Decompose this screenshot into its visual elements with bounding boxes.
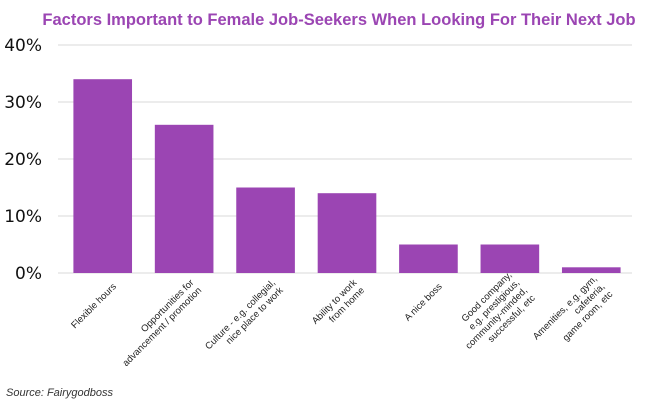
x-tick-label: Ability to workfrom home [310, 277, 367, 334]
chart-title: Factors Important to Female Job-Seekers … [42, 11, 635, 29]
bar [236, 187, 295, 273]
x-tick-label: Culture - e.g. collegial,nice place to w… [203, 277, 286, 360]
x-tick-label: Amenities, e.g. gym,cafeteria,game room,… [531, 273, 615, 357]
y-tick-label: 20% [4, 150, 42, 170]
y-tick-label: 40% [4, 36, 42, 56]
bar [317, 193, 377, 273]
y-axis-ticks: 0% 10% 20% 30% 40% [4, 36, 42, 284]
x-tick-label: Flexible hours [69, 281, 119, 331]
x-tick-label: Opportunities foradvancement / promotion [113, 277, 204, 368]
bar [154, 124, 214, 273]
x-tick-label: Good company,e.g. prestigious,community-… [448, 270, 538, 360]
y-tick-label: 0% [15, 264, 42, 284]
bar [399, 244, 458, 273]
bars [73, 79, 621, 273]
bar [561, 267, 621, 273]
x-axis-labels: Flexible hours Opportunities foradvanceme… [69, 270, 615, 369]
bar [480, 244, 540, 273]
bar [73, 79, 133, 273]
source-note: Source: Fairygodboss [6, 387, 113, 399]
y-tick-label: 30% [4, 93, 42, 113]
x-tick-label: A nice boss [402, 281, 444, 323]
y-tick-label: 10% [4, 207, 42, 227]
